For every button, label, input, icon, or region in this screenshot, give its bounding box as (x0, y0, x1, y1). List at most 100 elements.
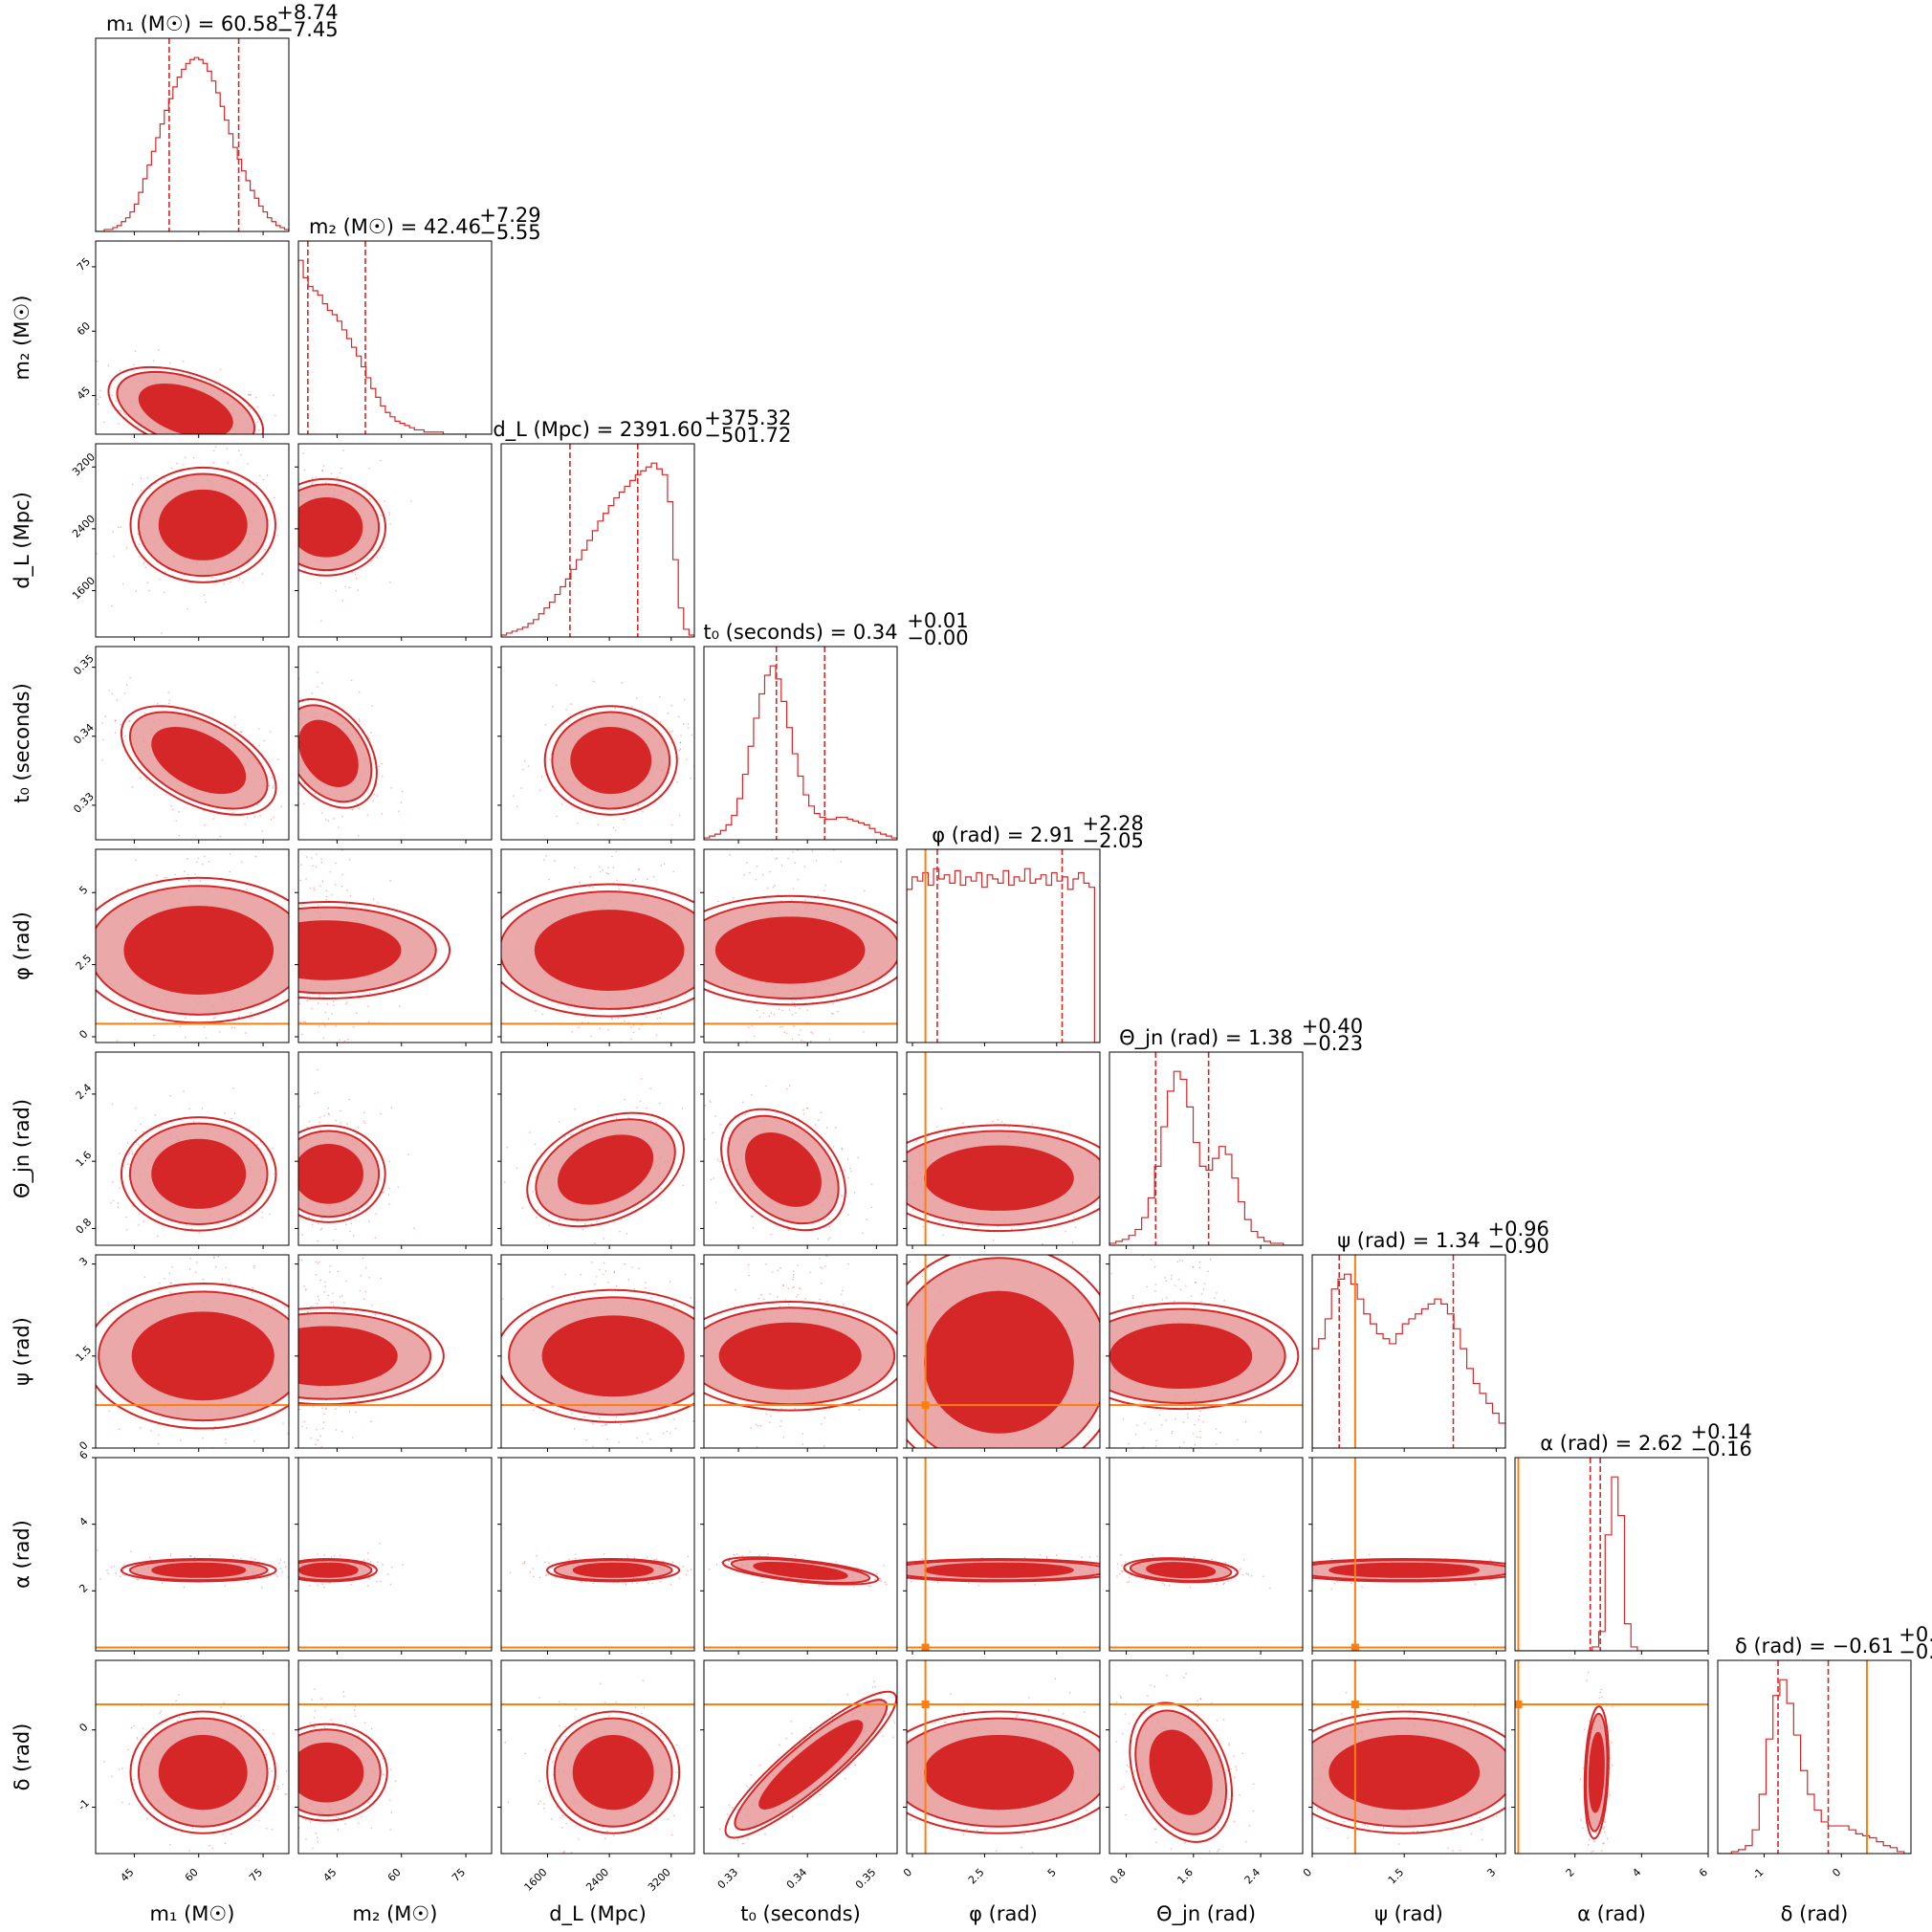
sample-point (266, 435, 268, 437)
sample-point (259, 1141, 262, 1144)
sample-point (170, 804, 173, 807)
sample-point (795, 844, 797, 845)
sample-point (341, 873, 344, 876)
sample-point (522, 768, 524, 771)
sample-point (662, 1432, 665, 1435)
sample-point (794, 1005, 796, 1008)
sample-point (325, 1408, 327, 1411)
sample-point (213, 1255, 215, 1258)
sample-point (748, 847, 750, 849)
sample-point (820, 1247, 822, 1249)
sample-point (528, 1131, 531, 1133)
sample-point (321, 880, 324, 883)
sample-point (76, 1201, 77, 1203)
sample-point (205, 434, 207, 436)
sample-point (368, 498, 371, 500)
sample-point (592, 1445, 594, 1447)
sample-point (163, 591, 165, 594)
sample-point (765, 1085, 767, 1087)
sample-point (203, 810, 206, 812)
sample-point (249, 407, 252, 409)
sample-point (290, 928, 292, 930)
sample-point (714, 1115, 716, 1117)
sample-point (680, 735, 682, 736)
frame-m1-psi (95, 1254, 290, 1449)
contour-level-1 (151, 1138, 247, 1209)
sample-point (224, 1112, 226, 1114)
sample-point (248, 405, 250, 407)
sample-point (258, 474, 261, 477)
sample-point (321, 470, 323, 472)
sample-point (357, 1453, 359, 1455)
sample-point (191, 1235, 193, 1237)
sample-point (793, 1250, 795, 1252)
sample-point (101, 758, 104, 761)
contour-outer (704, 894, 897, 1006)
sample-point (273, 1173, 275, 1175)
sample-point (770, 1233, 773, 1236)
title-psi: ψ (rad) = 1.34 (1337, 1229, 1480, 1252)
sample-point (621, 1218, 623, 1220)
sample-point (709, 1099, 711, 1102)
sample-point (169, 1094, 171, 1097)
sample-point (238, 577, 241, 580)
sample-point (324, 1285, 326, 1287)
sample-point (240, 570, 242, 573)
sample-point (597, 1252, 599, 1254)
sample-point (355, 802, 358, 804)
sample-point (594, 1242, 596, 1244)
panel-m2-psi (285, 1254, 493, 1480)
sample-point (321, 682, 323, 684)
sample-point (137, 425, 139, 428)
sample-point (230, 436, 231, 438)
title-delta: δ (rad) = −0.61 (1735, 1635, 1894, 1658)
sample-point (761, 873, 764, 876)
sample-point (623, 818, 626, 821)
sample-point (372, 898, 375, 901)
sample-point (570, 825, 572, 827)
sample-point (337, 476, 339, 478)
sample-point (248, 394, 251, 396)
frame-m2-dL (297, 443, 493, 638)
sample-point (591, 1262, 593, 1263)
sample-point (315, 1274, 318, 1276)
sample-point (285, 1263, 287, 1265)
sample-point (390, 1107, 393, 1109)
sample-point (368, 1220, 370, 1222)
sample-point (560, 802, 563, 805)
sample-point (140, 477, 143, 479)
sample-point (778, 893, 779, 896)
sample-point (216, 450, 218, 452)
sample-point (799, 1007, 801, 1010)
sample-point (320, 620, 322, 623)
contour-outer (526, 1111, 685, 1228)
sample-point (649, 1438, 651, 1440)
title-plus-alpha: +0.14 (1691, 1420, 1752, 1443)
sample-point (261, 1217, 263, 1218)
sample-point (150, 1430, 152, 1432)
sample-point (185, 1017, 187, 1019)
sample-point (114, 719, 117, 721)
title-dL: d_L (Mpc) = 2391.60 (493, 418, 702, 442)
sample-point (821, 1054, 823, 1056)
sample-point (645, 1282, 647, 1284)
panel-content-phi-theta (874, 1052, 1118, 1245)
sample-point (315, 1478, 317, 1480)
sample-point (625, 1043, 626, 1045)
sample-point (99, 396, 101, 399)
sample-point (285, 1113, 287, 1115)
sample-point (319, 1435, 321, 1438)
sample-point (534, 1143, 537, 1146)
sample-point (318, 996, 321, 998)
sample-point (258, 1043, 260, 1045)
sample-point (285, 1163, 287, 1165)
sample-point (630, 1450, 632, 1452)
sample-point (874, 1190, 876, 1192)
sample-point (1116, 1159, 1118, 1161)
sample-point (279, 1172, 281, 1174)
sample-point (280, 706, 282, 708)
sample-point (165, 876, 167, 879)
sample-point (902, 1173, 904, 1175)
sample-point (305, 856, 308, 858)
sample-point (802, 1065, 804, 1066)
